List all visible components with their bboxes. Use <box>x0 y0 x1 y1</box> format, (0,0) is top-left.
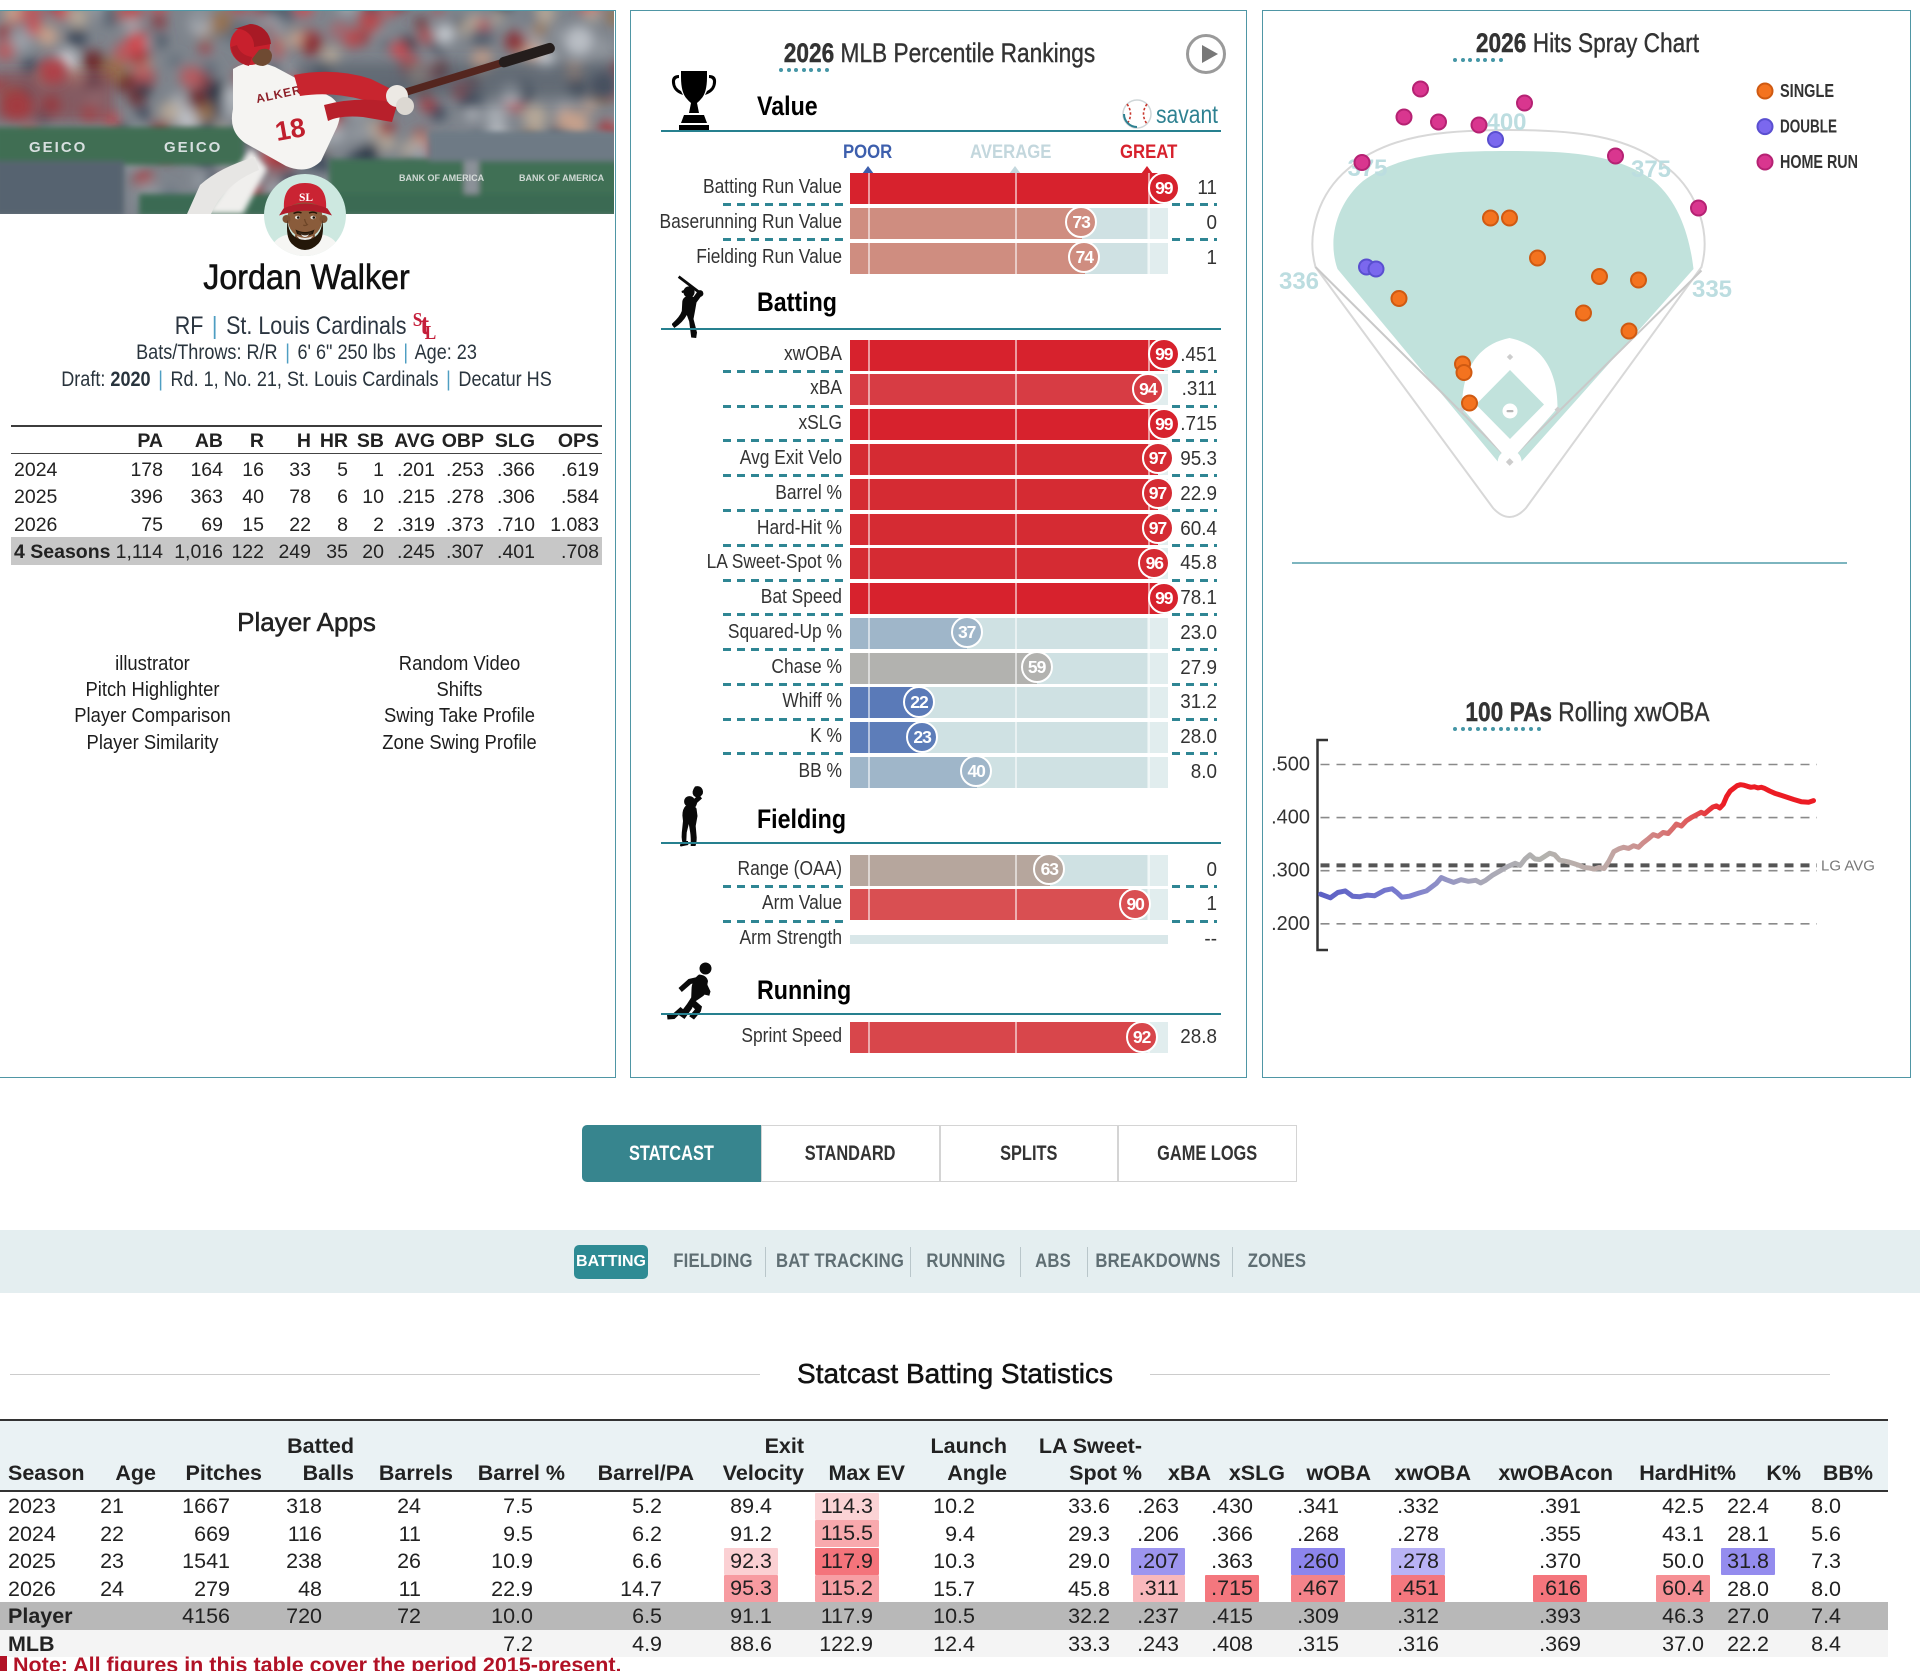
svg-text:.400: .400 <box>1271 807 1310 829</box>
svg-text:375: 375 <box>1631 156 1671 183</box>
svg-text:18: 18 <box>273 112 308 147</box>
svg-text:L: L <box>425 322 436 341</box>
svg-text:LG AVG: LG AVG <box>1821 857 1875 874</box>
svg-text:SINGLE: SINGLE <box>1780 81 1834 101</box>
svg-text:GEICO: GEICO <box>164 139 222 156</box>
svg-text:DOUBLE: DOUBLE <box>1780 117 1837 137</box>
svg-text:SL: SL <box>299 192 313 204</box>
svg-text:BANK OF AMERICA: BANK OF AMERICA <box>519 173 605 183</box>
svg-text:.300: .300 <box>1271 860 1310 882</box>
svg-text:GEICO: GEICO <box>29 139 87 156</box>
svg-text:.200: .200 <box>1271 913 1310 935</box>
svg-text:savant: savant <box>1156 101 1218 129</box>
svg-text:336: 336 <box>1279 268 1319 295</box>
svg-text:335: 335 <box>1692 276 1732 303</box>
svg-text:S: S <box>412 309 422 332</box>
svg-text:BANK OF AMERICA: BANK OF AMERICA <box>399 173 485 183</box>
svg-text:.500: .500 <box>1271 754 1310 776</box>
svg-text:HOME RUN: HOME RUN <box>1780 152 1858 172</box>
svg-text:t: t <box>420 308 429 341</box>
